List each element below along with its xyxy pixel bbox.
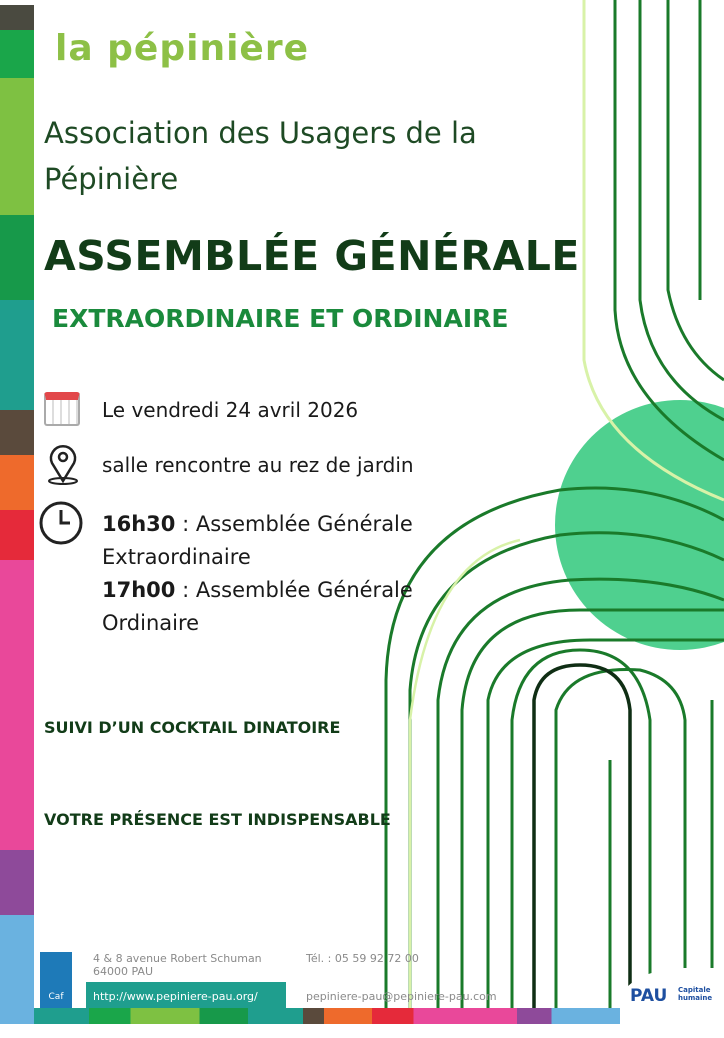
schedule: 16h30 : Assemblée Générale Extraordinair… xyxy=(102,508,413,640)
schedule-label-2: Ordinaire xyxy=(102,611,200,635)
clock-icon xyxy=(39,501,83,545)
schedule-time: 17h00 xyxy=(102,578,176,602)
schedule-item: 16h30 : Assemblée Générale xyxy=(102,508,413,541)
schedule-label: : Assemblée Générale xyxy=(175,578,413,602)
page-title: ASSEMBLÉE GÉNÉRALE xyxy=(44,232,580,280)
caf-logo: Caf xyxy=(40,952,72,1018)
schedule-label: : Assemblée Générale xyxy=(175,512,413,536)
schedule-label-2: Extraordinaire xyxy=(102,545,251,569)
footer-color-band xyxy=(34,1008,724,1024)
event-location: salle rencontre au rez de jardin xyxy=(102,453,414,477)
event-date: Le vendredi 24 avril 2026 xyxy=(102,398,359,422)
association-name: Association des Usagers de la Pépinière xyxy=(44,116,477,196)
phone: Tél. : 05 59 92 72 00 xyxy=(306,952,419,965)
calendar-icon xyxy=(44,392,80,426)
email-link[interactable]: pepiniere-pau@pepiniere-pau.com xyxy=(306,990,497,1003)
location-pin-icon xyxy=(48,445,78,485)
address: 4 & 8 avenue Robert Schuman 64000 PAU xyxy=(93,952,262,978)
green-circle xyxy=(555,400,724,650)
website-link[interactable]: http://www.pepiniere-pau.org/ xyxy=(93,990,258,1003)
logo: la pépinière xyxy=(55,28,310,69)
presence-note: VOTRE PRÉSENCE EST INDISPENSABLE xyxy=(44,810,391,829)
website-band xyxy=(86,982,286,1008)
schedule-time: 16h30 xyxy=(102,512,176,536)
page-subtitle: EXTRAORDINAIRE ET ORDINAIRE xyxy=(52,304,509,333)
cocktail-note: SUIVI D’UN COCKTAIL DINATOIRE xyxy=(44,718,341,737)
schedule-item: 17h00 : Assemblée Générale xyxy=(102,574,413,607)
